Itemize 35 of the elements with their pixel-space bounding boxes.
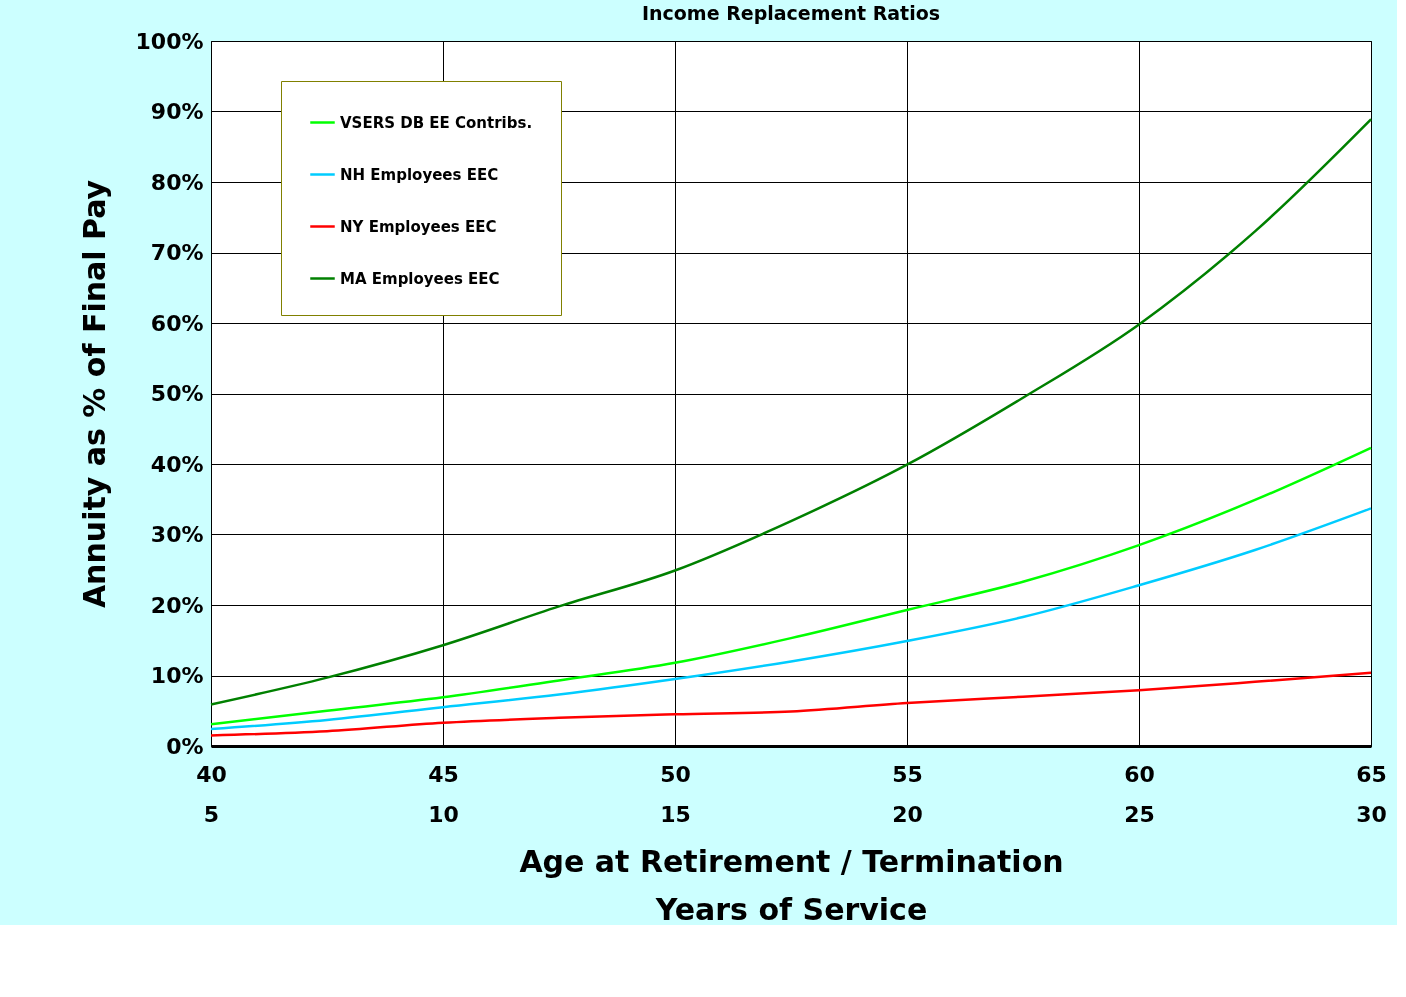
line-series xyxy=(209,446,1373,726)
x-tick-label: 45 xyxy=(428,761,459,787)
y-axis-title: Annuity as % of Final Pay xyxy=(76,179,112,609)
legend-label: MA Employees EEC xyxy=(340,269,500,288)
legend-label: VSERS DB EE Contribs. xyxy=(340,113,533,132)
y-tick-label: 60% xyxy=(150,310,204,336)
line-series xyxy=(209,671,1373,737)
line-series xyxy=(209,507,1373,731)
line-series xyxy=(209,118,1373,706)
legend-label: NH Employees EEC xyxy=(340,165,499,184)
chart-title: Income Replacement Ratios xyxy=(641,2,941,24)
x-tick-label: 55 xyxy=(892,761,923,787)
x2-tick-label: 10 xyxy=(428,801,459,827)
x2-tick-label: 25 xyxy=(1124,801,1155,827)
x-tick-label: 50 xyxy=(660,761,691,787)
y-tick-label: 90% xyxy=(150,99,204,124)
y-tick-label: 30% xyxy=(150,522,204,547)
legend-label: NY Employees EEC xyxy=(340,217,497,236)
x2-tick-label: 20 xyxy=(892,801,923,827)
x2-tick-label: 30 xyxy=(1356,801,1387,827)
y-tick-label: 80% xyxy=(150,169,204,195)
y-tick-label: 70% xyxy=(150,240,204,265)
y-tick-label: 100% xyxy=(135,28,204,54)
y-tick-label: 40% xyxy=(150,451,204,477)
y-tick-label: 10% xyxy=(150,663,204,688)
x-tick-label: 65 xyxy=(1356,761,1387,787)
x-tick-label: 40 xyxy=(196,761,227,787)
x-axis-title: Age at Retirement / Termination xyxy=(519,843,1064,879)
x2-axis-title: Years of Service xyxy=(654,891,928,927)
y-tick-label: 0% xyxy=(166,733,204,759)
x2-tick-label: 5 xyxy=(203,801,220,827)
x-tick-label: 60 xyxy=(1124,761,1155,787)
y-tick-label: 50% xyxy=(150,381,204,406)
x2-tick-label: 15 xyxy=(660,801,691,827)
y-tick-label: 20% xyxy=(150,592,204,618)
